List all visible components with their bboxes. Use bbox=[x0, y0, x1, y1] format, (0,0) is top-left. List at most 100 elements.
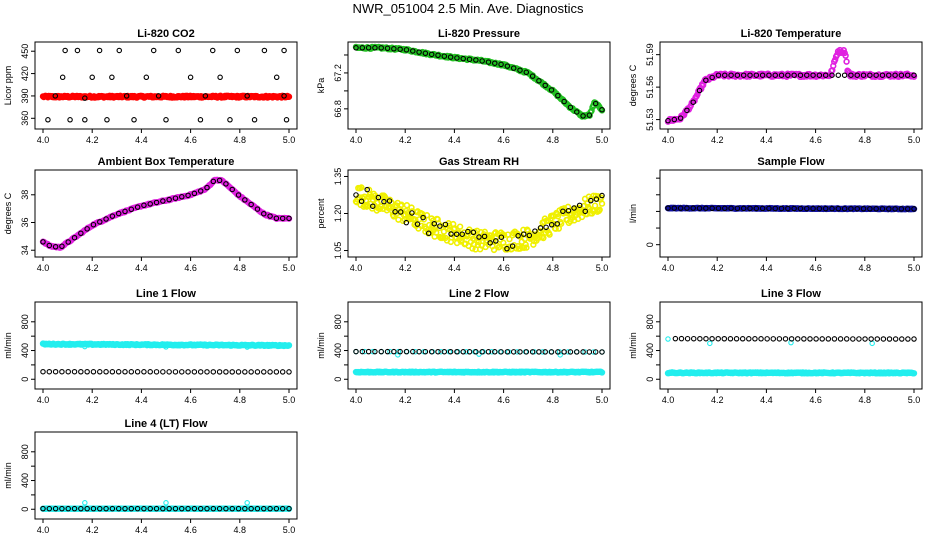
y-tick-label: 0 bbox=[645, 377, 655, 382]
data-point bbox=[78, 368, 84, 375]
data-point bbox=[548, 349, 555, 355]
data-point bbox=[210, 178, 217, 185]
x-tick-label: 5.0 bbox=[283, 525, 296, 535]
data-point bbox=[514, 349, 520, 355]
data-point bbox=[873, 206, 879, 212]
data-point bbox=[82, 343, 88, 350]
data-point bbox=[122, 208, 128, 215]
data-point bbox=[910, 370, 918, 377]
data-point bbox=[279, 215, 286, 222]
data-point bbox=[523, 69, 530, 76]
data-point bbox=[197, 188, 204, 194]
data-point bbox=[428, 51, 435, 58]
data-point bbox=[684, 205, 690, 211]
data-point bbox=[813, 336, 819, 342]
data-point bbox=[261, 47, 268, 54]
data-point bbox=[778, 205, 785, 212]
data-point bbox=[598, 200, 606, 207]
y-tick-label: 800 bbox=[645, 314, 655, 329]
data-point bbox=[588, 197, 594, 204]
data-point bbox=[408, 204, 415, 211]
data-point bbox=[506, 235, 513, 243]
data-point bbox=[703, 77, 709, 83]
data-point bbox=[448, 231, 454, 237]
data-point bbox=[447, 54, 454, 60]
data-point bbox=[498, 61, 504, 68]
data-point bbox=[665, 205, 671, 211]
series-averages bbox=[353, 45, 605, 119]
data-point bbox=[509, 243, 516, 249]
y-tick-label: 400 bbox=[20, 343, 30, 358]
y-tick-label: 1.05 bbox=[333, 242, 343, 260]
series-averages bbox=[665, 205, 917, 212]
data-point bbox=[435, 348, 441, 355]
data-point bbox=[555, 92, 561, 99]
data-point bbox=[71, 234, 78, 241]
data-point bbox=[441, 348, 448, 355]
series-averages bbox=[672, 335, 917, 342]
x-tick-label: 4.0 bbox=[37, 135, 50, 145]
data-point bbox=[904, 72, 911, 78]
data-point bbox=[391, 348, 397, 355]
y-axis-label: ml/min bbox=[3, 462, 13, 489]
data-point bbox=[78, 505, 84, 512]
y-tick-label: 34 bbox=[20, 245, 30, 255]
chart-title: Ambient Box Temperature bbox=[98, 156, 235, 168]
data-point bbox=[517, 67, 523, 73]
data-point bbox=[153, 369, 160, 375]
data-point bbox=[671, 205, 678, 211]
data-point bbox=[435, 52, 441, 59]
x-tick-label: 4.8 bbox=[234, 135, 247, 145]
data-point bbox=[89, 74, 95, 81]
data-point bbox=[235, 505, 242, 512]
data-point bbox=[103, 216, 109, 222]
data-point bbox=[879, 72, 886, 78]
data-point bbox=[574, 109, 580, 115]
data-point bbox=[867, 72, 873, 78]
y-axis-label: kPa bbox=[316, 78, 326, 94]
x-tick-label: 4.0 bbox=[37, 395, 50, 405]
x-tick-label: 4.6 bbox=[497, 395, 510, 405]
data-point bbox=[574, 349, 580, 355]
data-point bbox=[567, 104, 574, 111]
data-point bbox=[261, 505, 267, 512]
data-point bbox=[82, 117, 88, 123]
data-point bbox=[286, 215, 292, 222]
data-point bbox=[739, 336, 746, 342]
data-point bbox=[596, 206, 603, 213]
data-point bbox=[71, 368, 78, 375]
data-point bbox=[835, 72, 842, 78]
data-point bbox=[286, 505, 292, 512]
data-point bbox=[522, 241, 529, 248]
data-point bbox=[801, 336, 807, 342]
data-point bbox=[772, 72, 778, 78]
x-tick-label: 4.8 bbox=[547, 135, 560, 145]
data-point bbox=[128, 369, 135, 375]
data-point bbox=[179, 194, 185, 200]
data-point bbox=[759, 205, 766, 212]
data-point bbox=[40, 239, 46, 245]
data-point bbox=[65, 239, 71, 245]
data-point bbox=[147, 201, 153, 207]
data-point bbox=[229, 505, 235, 512]
data-point bbox=[285, 342, 293, 349]
y-tick-label: 400 bbox=[20, 473, 30, 488]
data-point bbox=[204, 505, 210, 512]
data-point bbox=[456, 223, 464, 230]
data-point bbox=[353, 45, 359, 51]
x-tick-label: 4.0 bbox=[350, 263, 363, 273]
series-averages bbox=[665, 72, 917, 124]
data-point bbox=[447, 348, 454, 355]
x-tick-label: 4.8 bbox=[859, 395, 872, 405]
data-point bbox=[185, 192, 191, 199]
data-point bbox=[438, 348, 444, 355]
data-point bbox=[229, 186, 235, 193]
data-point bbox=[709, 205, 715, 211]
y-axis-label: ml/min bbox=[628, 332, 638, 359]
x-tick-label: 5.0 bbox=[908, 263, 921, 273]
data-point bbox=[837, 336, 844, 342]
data-point bbox=[740, 72, 747, 78]
data-point bbox=[279, 505, 286, 512]
data-point bbox=[59, 74, 66, 81]
series-band bbox=[39, 340, 293, 350]
